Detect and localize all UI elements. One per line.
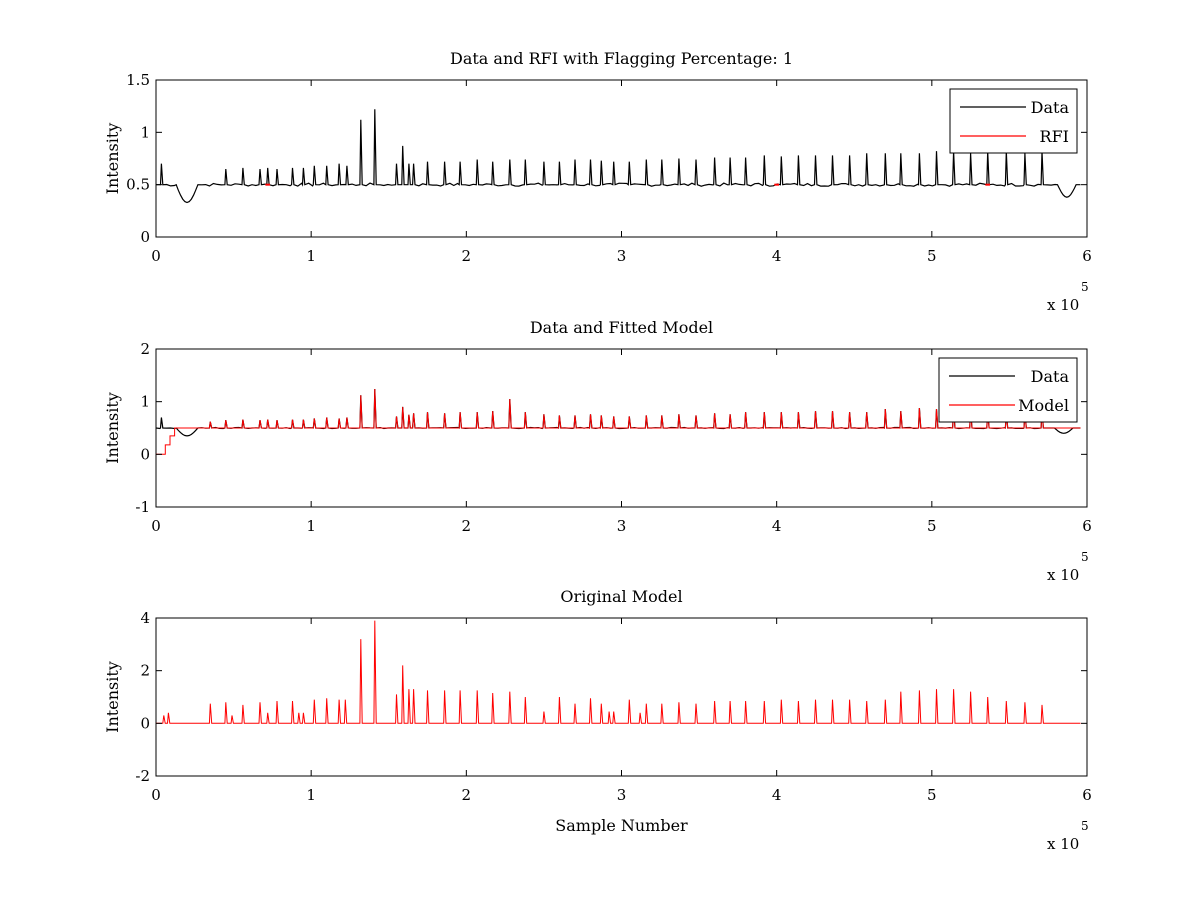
x-tick-label: 4: [772, 247, 782, 265]
legend-box: [938, 357, 1078, 423]
x-tick-label: 0: [151, 517, 161, 535]
y-tick-label: -2: [135, 767, 150, 785]
y-tick-label: 1: [140, 123, 150, 141]
legend-label: Model: [1018, 396, 1069, 415]
x-tick-label: 6: [1082, 786, 1092, 804]
x-tick-label: 5: [927, 786, 937, 804]
y-tick-label: 0: [140, 228, 150, 246]
series-group: [156, 620, 1081, 724]
chart-title: Data and Fitted Model: [530, 318, 713, 337]
x-tick-label: 3: [617, 517, 627, 535]
series-group: [156, 388, 1081, 455]
x-tick-label: 4: [772, 517, 782, 535]
x-tick-label: 6: [1082, 247, 1092, 265]
y-axis-label: Intensity: [103, 661, 122, 733]
y-axis-label: Intensity: [103, 392, 122, 464]
x-tick-label: 3: [617, 786, 627, 804]
legend-box: [949, 88, 1078, 154]
x-multiplier-exponent: 5: [1081, 550, 1089, 564]
y-tick-label: 1.5: [126, 71, 150, 89]
y-tick-label: 0: [140, 445, 150, 463]
y-tick-label: 2: [140, 340, 150, 358]
y-tick-label: 4: [140, 609, 150, 627]
plot-area: [155, 617, 1088, 777]
x-tick-label: 4: [772, 786, 782, 804]
model-series-line: [156, 388, 1081, 455]
x-tick-label: 5: [927, 247, 937, 265]
legend: Data RFI: [949, 88, 1078, 154]
x-tick-label: 6: [1082, 517, 1092, 535]
y-tick-label: 1: [140, 393, 150, 411]
x-tick-label: 2: [462, 786, 472, 804]
x-tick-label: 3: [617, 247, 627, 265]
y-tick-label: 0.5: [126, 176, 150, 194]
x-tick-label: 0: [151, 786, 161, 804]
legend: Data Model: [938, 357, 1078, 423]
chart-title: Original Model: [560, 587, 682, 606]
x-tick-label: 1: [306, 517, 316, 535]
legend-label: Data: [1031, 98, 1070, 117]
x-tick-label: 5: [927, 517, 937, 535]
data-series-line: [156, 109, 1081, 204]
x-tick-label: 1: [306, 786, 316, 804]
y-axis-label: Intensity: [103, 123, 122, 195]
legend-label: RFI: [1040, 127, 1069, 146]
x-multiplier-label: x 10: [1047, 566, 1079, 584]
x-tick-label: 2: [462, 247, 472, 265]
legend-label: Data: [1031, 367, 1070, 386]
x-multiplier-label: x 10: [1047, 835, 1079, 853]
x-multiplier-exponent: 5: [1081, 819, 1089, 833]
x-tick-label: 1: [306, 247, 316, 265]
original-model-line: [156, 620, 1081, 724]
y-tick-label: -1: [135, 498, 150, 516]
chart-title: Data and RFI with Flagging Percentage: 1: [450, 49, 793, 68]
x-tick-label: 0: [151, 247, 161, 265]
plot-area: [155, 79, 1088, 238]
x-tick-label: 2: [462, 517, 472, 535]
y-tick-label: 2: [140, 662, 150, 680]
y-tick-label: 0: [140, 714, 150, 732]
x-multiplier-label: x 10: [1047, 296, 1079, 314]
series-group: [156, 109, 1081, 204]
x-axis-label: Sample Number: [555, 816, 688, 835]
x-multiplier-exponent: 5: [1081, 280, 1089, 294]
